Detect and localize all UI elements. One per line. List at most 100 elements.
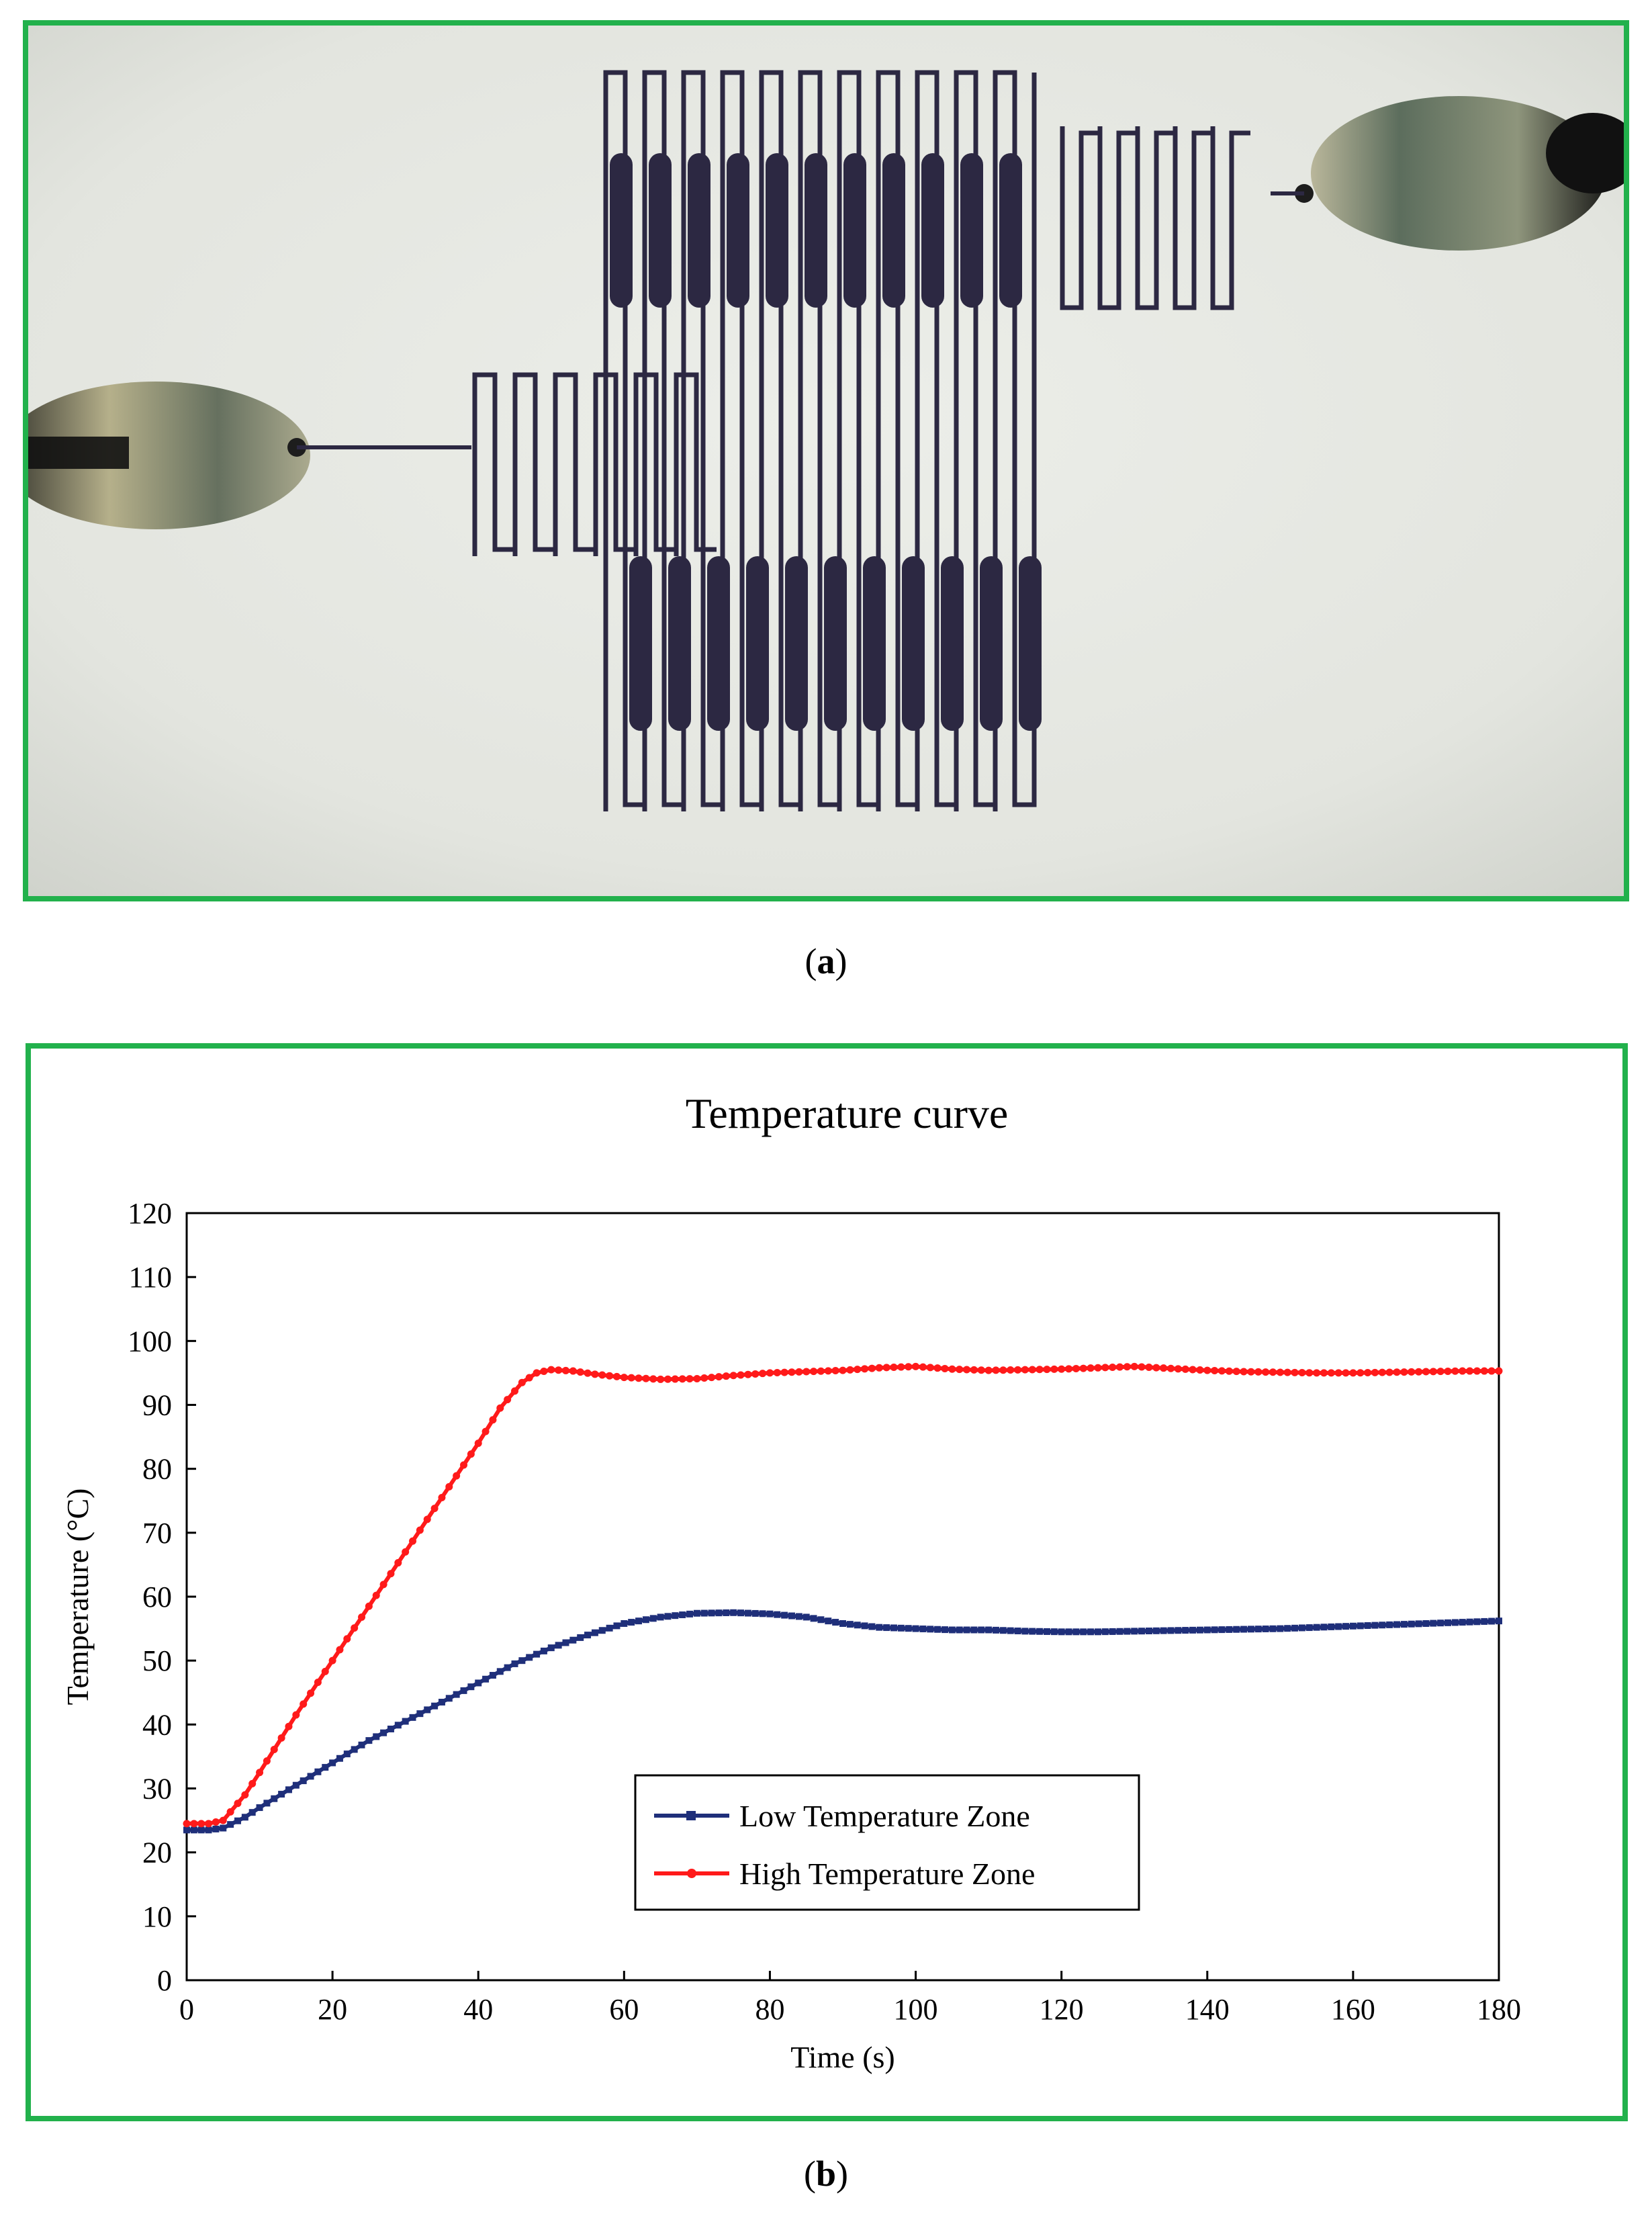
- data-point: [1058, 1365, 1066, 1373]
- data-point: [431, 1702, 439, 1710]
- data-point: [1481, 1617, 1488, 1625]
- data-point: [227, 1821, 234, 1828]
- data-point: [985, 1626, 993, 1634]
- data-point: [1203, 1366, 1211, 1374]
- x-tick-label: 140: [1185, 1993, 1230, 2026]
- data-point: [875, 1364, 883, 1372]
- data-point: [1123, 1628, 1131, 1635]
- data-point: [839, 1366, 847, 1374]
- data-point: [467, 1450, 475, 1458]
- data-point: [584, 1632, 592, 1639]
- data-point: [555, 1642, 562, 1649]
- data-point: [1393, 1368, 1401, 1376]
- data-point: [394, 1559, 402, 1567]
- data-point: [285, 1722, 293, 1730]
- data-point: [1349, 1369, 1357, 1377]
- data-point: [328, 1656, 336, 1665]
- data-point: [1342, 1623, 1350, 1630]
- data-point: [905, 1363, 913, 1371]
- data-point: [1379, 1622, 1386, 1629]
- data-point: [1459, 1367, 1467, 1375]
- data-point: [744, 1370, 752, 1378]
- data-point: [358, 1613, 366, 1621]
- data-point: [824, 1367, 832, 1375]
- data-point: [1473, 1367, 1481, 1375]
- heater-photo: [28, 26, 1624, 896]
- data-point: [627, 1374, 635, 1382]
- y-tick-label: 90: [142, 1389, 172, 1422]
- data-point: [992, 1626, 999, 1634]
- data-point: [263, 1800, 271, 1807]
- data-point: [1167, 1364, 1175, 1372]
- data-point: [890, 1624, 897, 1632]
- data-point: [1400, 1621, 1408, 1628]
- data-point: [1029, 1628, 1036, 1635]
- data-point: [1138, 1628, 1146, 1635]
- heating-pad: [785, 556, 808, 731]
- data-point: [657, 1375, 665, 1383]
- y-tick-label: 30: [142, 1773, 172, 1806]
- data-point: [1378, 1368, 1386, 1376]
- data-point: [241, 1791, 249, 1799]
- data-point: [1138, 1363, 1146, 1371]
- data-point: [423, 1515, 431, 1523]
- data-point: [780, 1368, 788, 1376]
- data-point: [606, 1372, 614, 1380]
- data-point: [948, 1365, 956, 1373]
- y-tick-label: 40: [142, 1708, 172, 1741]
- data-point: [1036, 1628, 1044, 1635]
- data-point: [1254, 1368, 1263, 1376]
- data-point: [941, 1626, 948, 1634]
- data-point: [1240, 1368, 1248, 1376]
- data-point: [292, 1781, 300, 1789]
- data-point: [1014, 1366, 1022, 1374]
- data-point: [1444, 1619, 1452, 1626]
- data-point: [919, 1625, 927, 1632]
- data-point: [693, 1374, 701, 1382]
- data-point: [1101, 1364, 1109, 1372]
- data-point: [1371, 1622, 1379, 1629]
- data-point: [1305, 1369, 1314, 1377]
- data-point: [926, 1364, 934, 1372]
- legend-box: [634, 1774, 1140, 1911]
- data-point: [561, 1366, 569, 1374]
- data-point: [802, 1613, 810, 1621]
- data-point: [584, 1369, 592, 1377]
- heating-pad: [766, 153, 788, 308]
- data-point: [1393, 1621, 1401, 1628]
- data-point: [526, 1654, 533, 1661]
- data-point: [343, 1750, 351, 1758]
- data-point: [1130, 1362, 1138, 1370]
- data-point: [1043, 1366, 1051, 1374]
- y-tick-label: 0: [157, 1964, 172, 1997]
- data-point: [744, 1609, 751, 1617]
- data-point: [358, 1741, 365, 1748]
- data-point: [307, 1773, 314, 1780]
- x-tick-label: 40: [463, 1993, 493, 2026]
- data-point: [205, 1826, 212, 1834]
- x-tick-label: 120: [1040, 1993, 1084, 2026]
- data-point: [372, 1591, 380, 1599]
- data-point: [1007, 1366, 1015, 1374]
- left-electrode-clip: [28, 382, 471, 529]
- data-point: [984, 1366, 993, 1374]
- data-point: [387, 1570, 395, 1578]
- data-point: [1487, 1367, 1496, 1375]
- y-tick-label: 70: [142, 1517, 172, 1550]
- data-point: [416, 1710, 424, 1718]
- heating-pad: [746, 556, 769, 731]
- data-point: [453, 1472, 461, 1480]
- temperature-chart: Temperature curve 0 20 40 60 80 100 120 140 160 1…: [60, 1090, 1521, 2074]
- data-point: [1422, 1368, 1430, 1376]
- data-point: [1131, 1628, 1138, 1635]
- data-point: [569, 1367, 577, 1375]
- data-point: [489, 1672, 496, 1679]
- data-point: [533, 1650, 541, 1658]
- data-point: [1357, 1622, 1364, 1630]
- caption-a: (a): [805, 941, 847, 981]
- data-point: [613, 1622, 621, 1630]
- legend-label: High Temperature Zone: [739, 1857, 1035, 1891]
- data-point: [1058, 1628, 1065, 1636]
- data-point: [351, 1746, 358, 1753]
- data-point: [635, 1374, 643, 1382]
